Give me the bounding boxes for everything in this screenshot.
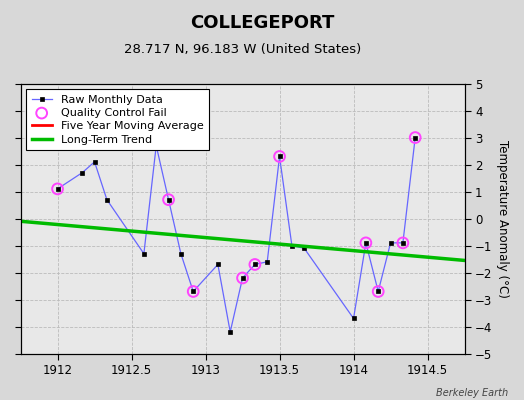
Text: Berkeley Earth: Berkeley Earth [436,388,508,398]
Raw Monthly Data [190,289,196,294]
Raw Monthly Data [239,276,246,280]
Raw Monthly Data [289,243,295,248]
Quality Control Fail [374,288,383,295]
Quality Control Fail [275,153,283,160]
Text: COLLEGEPORT: COLLEGEPORT [190,14,334,32]
Raw Monthly Data [400,240,406,245]
Raw Monthly Data [387,240,394,245]
Raw Monthly Data [79,170,85,175]
Raw Monthly Data [351,316,357,321]
Raw Monthly Data [252,262,258,267]
Quality Control Fail [238,275,247,281]
Y-axis label: Temperature Anomaly (°C): Temperature Anomaly (°C) [496,140,509,298]
Quality Control Fail [165,196,173,203]
Legend: Raw Monthly Data, Quality Control Fail, Five Year Moving Average, Long-Term Tren: Raw Monthly Data, Quality Control Fail, … [26,89,209,150]
Raw Monthly Data [375,289,381,294]
Line: Raw Monthly Data: Raw Monthly Data [56,136,417,334]
Raw Monthly Data [264,259,270,264]
Raw Monthly Data [301,246,308,251]
Raw Monthly Data [141,251,147,256]
Quality Control Fail [189,288,198,295]
Raw Monthly Data [412,135,418,140]
Quality Control Fail [53,186,62,192]
Raw Monthly Data [227,330,233,334]
Raw Monthly Data [153,143,159,148]
Quality Control Fail [250,261,259,268]
Raw Monthly Data [91,160,97,164]
Raw Monthly Data [54,186,61,191]
Quality Control Fail [399,240,407,246]
Raw Monthly Data [166,197,172,202]
Raw Monthly Data [215,262,221,267]
Raw Monthly Data [178,251,184,256]
Raw Monthly Data [104,197,110,202]
Title: 28.717 N, 96.183 W (United States): 28.717 N, 96.183 W (United States) [124,43,361,56]
Quality Control Fail [362,240,370,246]
Raw Monthly Data [276,154,282,159]
Quality Control Fail [411,134,419,141]
Raw Monthly Data [363,240,369,245]
